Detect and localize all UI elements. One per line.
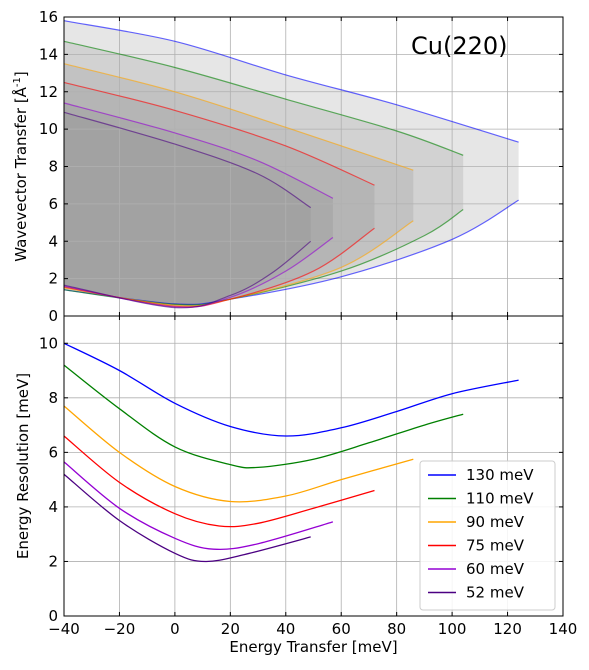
coverage-fill-60 — [64, 103, 333, 308]
top-y-tick-label: 10 — [39, 120, 58, 138]
x-tick-label: 60 — [332, 620, 351, 638]
legend-label: 130 meV — [466, 466, 534, 484]
resolution-curve-110-meV — [63, 364, 464, 469]
bottom-y-tick-label: 10 — [39, 334, 58, 352]
wavevector-panel: 0 2 4 6 8 10 12 14 16 Cu(220) Wavevector Transfe… — [11, 8, 563, 325]
x-axis-label: Energy Transfer [meV] — [229, 638, 397, 656]
resolution-curve-75-meV — [63, 435, 375, 528]
upper-boundary-130 — [63, 20, 519, 143]
upper-boundary-90 — [63, 63, 414, 171]
legend-label: 60 meV — [466, 560, 525, 578]
resolution-curve-90-meV — [63, 405, 414, 503]
resolution-curve-130-meV — [63, 342, 519, 437]
top-y-tick-label: 16 — [39, 8, 58, 26]
legend-label: 110 meV — [466, 490, 534, 508]
legend-label: 52 meV — [466, 584, 525, 602]
top-gridlines — [64, 17, 563, 316]
x-tick-label: 80 — [387, 620, 406, 638]
coverage-fill-90 — [64, 63, 414, 306]
axes-frames — [63, 16, 564, 617]
x-tick-label: 120 — [493, 620, 522, 638]
legend: 130 meV 110 meV 90 meV 75 meV 60 meV 52 meV — [419, 460, 556, 611]
lower-boundary-52 — [63, 240, 312, 309]
resolution-curve-60-meV — [63, 461, 334, 551]
top-y-tick-label: 6 — [48, 195, 58, 213]
bottom-axis-ticks: 0 2 4 6 8 10 −40 −20 0 20 40 60 80 100 120 140 — [39, 312, 577, 638]
x-tick-label: 40 — [276, 620, 295, 638]
coverage-fill-52 — [64, 112, 311, 308]
upper-boundary-60 — [63, 102, 334, 199]
x-tick-label: 20 — [221, 620, 240, 638]
bottom-frame — [63, 315, 564, 617]
bottom-y-tick-label: 4 — [48, 498, 58, 516]
top-y-axis-label: Wavevector Transfer [Å-1] — [11, 71, 30, 262]
x-tick-label: −40 — [48, 620, 80, 638]
top-y-tick-label: 4 — [48, 232, 58, 250]
top-y-tick-label: 8 — [48, 158, 58, 176]
x-tick-label: 100 — [438, 620, 467, 638]
legend-label: 90 meV — [466, 513, 525, 531]
resolution-curves — [63, 342, 519, 563]
coverage-boundaries — [63, 20, 519, 309]
x-tick-label: 0 — [170, 620, 180, 638]
top-axis-ticks: 0 2 4 6 8 10 12 14 16 — [39, 8, 563, 325]
top-y-tick-label: 12 — [39, 83, 58, 101]
upper-boundary-110 — [63, 40, 464, 156]
resolution-panel: 0 2 4 6 8 10 −40 −20 0 20 40 60 80 100 120 140 Energy R… — [14, 312, 577, 656]
top-y-tick-label: 14 — [39, 45, 58, 63]
bottom-y-tick-label: 2 — [48, 552, 58, 570]
upper-boundary-52 — [63, 111, 312, 209]
top-y-tick-label: 2 — [48, 270, 58, 288]
bottom-y-tick-label: 8 — [48, 389, 58, 407]
bottom-y-tick-label: 6 — [48, 443, 58, 461]
upper-boundary-75 — [63, 81, 375, 186]
bottom-y-axis-label: Energy Resolution [meV] — [14, 373, 32, 559]
coverage-fills — [64, 20, 519, 308]
legend-label: 75 meV — [466, 537, 525, 555]
bottom-y-tick-label: 0 — [48, 607, 58, 625]
x-tick-label: −20 — [104, 620, 136, 638]
coverage-fill-75 — [64, 82, 375, 307]
resolution-curve-52-meV — [63, 473, 311, 563]
sample-annotation: Cu(220) — [411, 32, 508, 60]
x-tick-label: 140 — [549, 620, 578, 638]
top-y-tick-label: 0 — [48, 307, 58, 325]
